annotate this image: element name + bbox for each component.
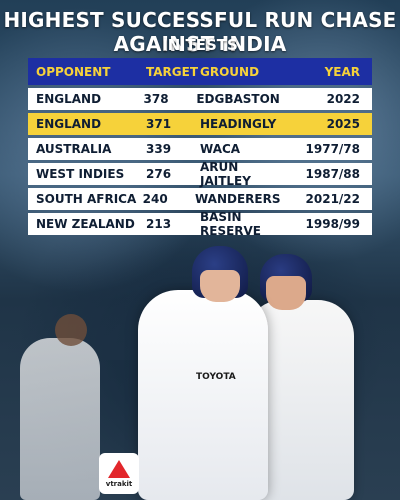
cell-target: 378 xyxy=(143,92,169,106)
brand-logo: vtrakit xyxy=(99,453,139,494)
cell-opponent: AUSTRALIA xyxy=(36,142,112,156)
cell-year: 2021/22 xyxy=(305,192,360,206)
page-title: HIGHEST SUCCESSFUL RUN CHASE AGAINST IND… xyxy=(3,8,397,56)
cell-year: 2022 xyxy=(326,92,360,106)
cell-ground: BASIN RESERVE xyxy=(200,210,262,238)
cell-opponent: SOUTH AFRICA xyxy=(36,192,137,206)
cell-ground: WANDERERS xyxy=(194,192,281,206)
cell-target: 240 xyxy=(142,192,168,206)
cell-target: 339 xyxy=(146,142,172,156)
table-row: ENGLAND 378 EDGBASTON 2022 xyxy=(28,88,372,110)
table-row: WEST INDIES 276 ARUN JAITLEY 1987/88 xyxy=(28,160,372,188)
sponsor-text: TOYOTA xyxy=(196,372,236,382)
cell-opponent: ENGLAND xyxy=(36,92,102,106)
cell-ground: WACA xyxy=(200,142,241,156)
cell-year: 1987/88 xyxy=(305,167,360,181)
batsman-left-face xyxy=(200,270,240,302)
header-opponent: OPPONENT xyxy=(36,64,111,79)
batsman-left xyxy=(138,290,268,500)
background-player-head xyxy=(55,314,87,346)
cell-ground: ARUN JAITLEY xyxy=(200,160,251,188)
table-row: AUSTRALIA 339 WACA 1977/78 xyxy=(28,138,372,160)
table-row: NEW ZEALAND 213 BASIN RESERVE 1998/99 xyxy=(28,210,372,238)
cell-year: 1977/78 xyxy=(305,142,360,156)
cell-target: 213 xyxy=(146,217,172,231)
cell-opponent: WEST INDIES xyxy=(36,167,125,181)
brand-logo-text: vtrakit xyxy=(105,479,133,488)
cell-year: 1998/99 xyxy=(305,217,360,231)
cell-year: 2025 xyxy=(326,117,360,131)
header-ground: GROUND xyxy=(200,64,260,79)
table-row-highlighted: ENGLAND 371 HEADINGLY 2025 xyxy=(28,113,372,135)
cell-ground: HEADINGLY xyxy=(200,117,277,131)
cell-target: 371 xyxy=(146,117,172,131)
run-chase-table: OPPONENT TARGET GROUND YEAR ENGLAND 378 … xyxy=(28,58,372,238)
cell-target: 276 xyxy=(146,167,172,181)
cell-opponent: NEW ZEALAND xyxy=(36,217,135,231)
cell-ground: EDGBASTON xyxy=(196,92,280,106)
batsman-right-face xyxy=(266,276,306,310)
table-row: SOUTH AFRICA 240 WANDERERS 2021/22 xyxy=(28,188,372,210)
brand-logo-icon xyxy=(108,459,130,478)
header-year: YEAR xyxy=(324,64,360,79)
cell-opponent: ENGLAND xyxy=(36,117,102,131)
table-header: OPPONENT TARGET GROUND YEAR xyxy=(28,58,372,85)
page-subtitle: IN TESTS xyxy=(162,36,238,54)
header-target: TARGET xyxy=(146,64,199,79)
background-player xyxy=(20,338,100,500)
